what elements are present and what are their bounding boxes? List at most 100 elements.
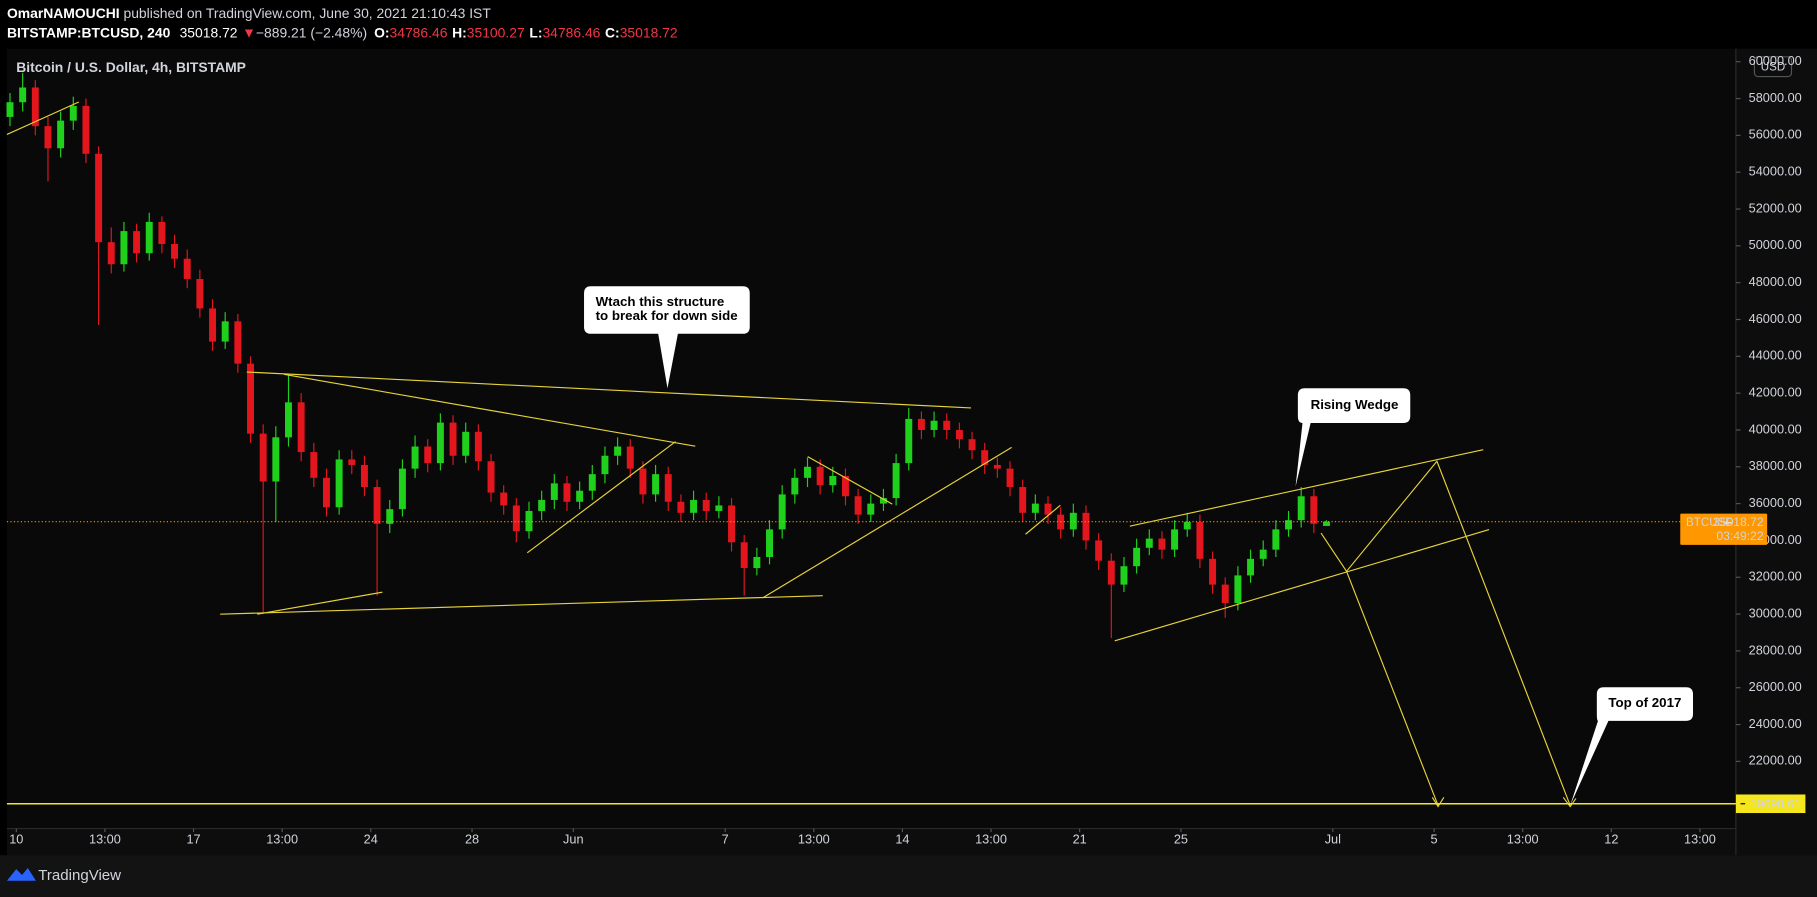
- last-price: 35018.72: [180, 24, 238, 40]
- candle-body: [1221, 584, 1229, 604]
- x-tick-label: 13:00: [89, 832, 121, 847]
- wedge-upper: [1129, 449, 1484, 527]
- candle-body: [411, 446, 419, 469]
- trend-line: [6, 101, 80, 135]
- candle-body: [512, 505, 520, 532]
- y-tick-label: 52000.00: [1749, 200, 1802, 215]
- candle-body: [474, 431, 482, 462]
- candle-body: [576, 490, 584, 502]
- arrow-head: [1431, 796, 1445, 808]
- trend-line: [257, 591, 383, 615]
- y-tick-label: 28000.00: [1749, 642, 1802, 657]
- y-tick-label: 32000.00: [1749, 569, 1802, 584]
- x-tick-label: 25: [1174, 832, 1188, 847]
- y-tick-label: 56000.00: [1749, 127, 1802, 142]
- candle-body: [500, 492, 508, 506]
- candle-body: [57, 120, 65, 149]
- candle-body: [31, 87, 39, 127]
- y-tick-label: 30000.00: [1749, 605, 1802, 620]
- chart-title: Bitcoin / U.S. Dollar, 4h, BITSTAMP: [16, 59, 246, 75]
- y-tick-label: 40000.00: [1749, 421, 1802, 436]
- callout-text: Wtach this structure: [596, 294, 725, 309]
- candle-body: [462, 431, 470, 456]
- x-tick-label: 13:00: [266, 832, 298, 847]
- price-axis: [1735, 48, 1817, 856]
- candle-body: [740, 542, 748, 569]
- x-tick-label: 13:00: [798, 832, 830, 847]
- candle-body: [360, 464, 368, 488]
- candle-body: [981, 450, 989, 465]
- x-tick-label: Jun: [563, 832, 584, 847]
- x-tick-label: 12: [1604, 832, 1618, 847]
- candle-body: [82, 105, 90, 154]
- candle-body: [652, 474, 660, 495]
- candle-body: [1285, 520, 1293, 530]
- candle-body: [6, 102, 14, 117]
- candle-body: [841, 475, 849, 497]
- candle-body: [234, 321, 242, 364]
- candle-body: [386, 509, 394, 524]
- candle-body: [563, 483, 571, 502]
- candle-body: [993, 464, 1001, 469]
- trend-line: [246, 371, 972, 409]
- candle-body: [879, 498, 887, 504]
- symbol: BITSTAMP:BTCUSD, 240: [7, 24, 171, 40]
- change: −889.21 (−2.48%): [256, 24, 367, 40]
- y-tick-label: 48000.00: [1749, 274, 1802, 289]
- down-arrow: ▼: [242, 24, 256, 40]
- trend-line: [220, 595, 823, 615]
- candle-body: [614, 446, 622, 456]
- trend-line: [526, 441, 676, 554]
- brand-logo: [6, 867, 36, 881]
- candle-body: [664, 474, 672, 502]
- candle-body: [778, 494, 786, 530]
- trend-line: [762, 446, 1012, 599]
- candle-body: [171, 243, 179, 259]
- candle-body: [120, 231, 128, 265]
- trend-line: [807, 456, 893, 505]
- candle-body: [601, 455, 609, 475]
- y-tick-label: 42000.00: [1749, 384, 1802, 399]
- candle-body: [804, 466, 811, 478]
- candle-body: [133, 231, 141, 254]
- candle-body: [221, 321, 229, 342]
- candle-body: [1247, 558, 1255, 576]
- candle-body: [196, 278, 204, 309]
- y-tick-label: 58000.00: [1749, 90, 1802, 105]
- candle-body: [1196, 522, 1204, 559]
- candle-body: [247, 363, 254, 434]
- drawings: [6, 101, 1577, 808]
- candle-body: [44, 126, 52, 149]
- candle-body: [348, 459, 356, 465]
- candle-body: [310, 452, 318, 478]
- candle-body: [1107, 560, 1115, 585]
- candle-body: [322, 477, 330, 508]
- candle-body: [1006, 468, 1014, 488]
- candle-body: [398, 468, 406, 510]
- candle-body: [905, 418, 913, 464]
- candle-body: [1145, 538, 1153, 548]
- candle-body: [943, 420, 951, 430]
- x-tick-label: 13:00: [1684, 832, 1716, 847]
- candle-body: [209, 308, 217, 342]
- currency: USD: [1761, 61, 1785, 73]
- x-tick-label: 13:00: [975, 832, 1007, 847]
- candle-body: [1019, 487, 1027, 513]
- ohlc-label: O:: [374, 24, 389, 40]
- candles: [6, 72, 1330, 639]
- candle-body: [1095, 540, 1103, 561]
- price-label-symbol: BTCUSD: [1686, 517, 1734, 529]
- trend-line: [1025, 504, 1061, 535]
- x-tick-label: 5: [1431, 832, 1438, 847]
- x-tick-label: 24: [364, 832, 378, 847]
- candle-body: [1082, 512, 1090, 541]
- candle-body: [892, 463, 900, 499]
- candle-body: [702, 499, 710, 511]
- candle-body: [449, 422, 457, 456]
- candle-body: [690, 499, 698, 513]
- ohlc-label: C:: [605, 24, 620, 40]
- candle-body: [867, 503, 875, 515]
- ohlc-value: 34786.46: [542, 24, 600, 40]
- time-axis: [6, 828, 1736, 856]
- x-tick-label: 28: [465, 832, 479, 847]
